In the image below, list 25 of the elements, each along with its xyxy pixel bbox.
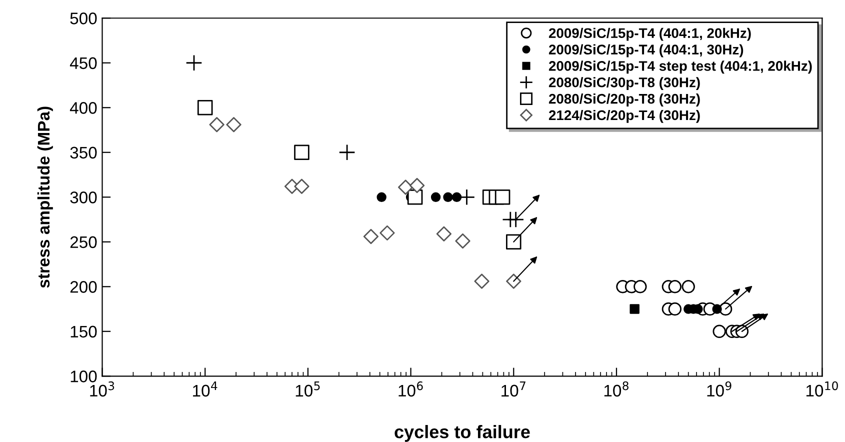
y-tick-label: 500 — [70, 12, 97, 24]
x-tick-label: 10$^{5}$ — [296, 382, 320, 397]
y-tick-label: 400 — [70, 102, 97, 114]
y-tick-label: 200 — [70, 281, 97, 293]
x-tick-label: 10$^{6}$ — [398, 381, 423, 397]
x-tick-label: 10$^{10}$ — [806, 381, 838, 397]
legend-label: 2009/SiC/15p-T4 step test (404:1, 20kHz) — [548, 60, 812, 74]
y-tick-label: 350 — [70, 146, 97, 159]
legend-label: 2124/SiC/20p-T4 (30Hz) — [548, 110, 700, 123]
legend-label: 2080/SiC/30p-T8 (30Hz) — [548, 77, 700, 90]
y-tick-label: 450 — [70, 57, 97, 70]
y-tick-label: 100 — [70, 370, 97, 382]
x-tick-label: 10$^{3}$ — [90, 381, 114, 397]
legend-label: 2009/SiC/15p-T4 (404:1, 30Hz) — [548, 44, 744, 58]
y-tick-label: 250 — [70, 236, 97, 248]
x-tick-label: 10$^{4}$ — [193, 382, 218, 397]
x-tick-label: 10$^{8}$ — [604, 381, 628, 397]
legend-label: 2080/SiC/20p-T8 (30Hz) — [548, 94, 700, 106]
y-tick-label: 150 — [70, 326, 97, 338]
y-tick-label: 300 — [70, 192, 97, 204]
x-tick-label: 10$^{9}$ — [707, 381, 732, 397]
legend-label: 2009/SiC/15p-T4 (404:1, 20kHz) — [548, 28, 751, 41]
x-tick-label: 10$^{7}$ — [502, 382, 526, 397]
x-axis-title: cycles to failure — [394, 425, 530, 442]
y-axis-title: stress amplitude (MPa) — [37, 106, 53, 288]
